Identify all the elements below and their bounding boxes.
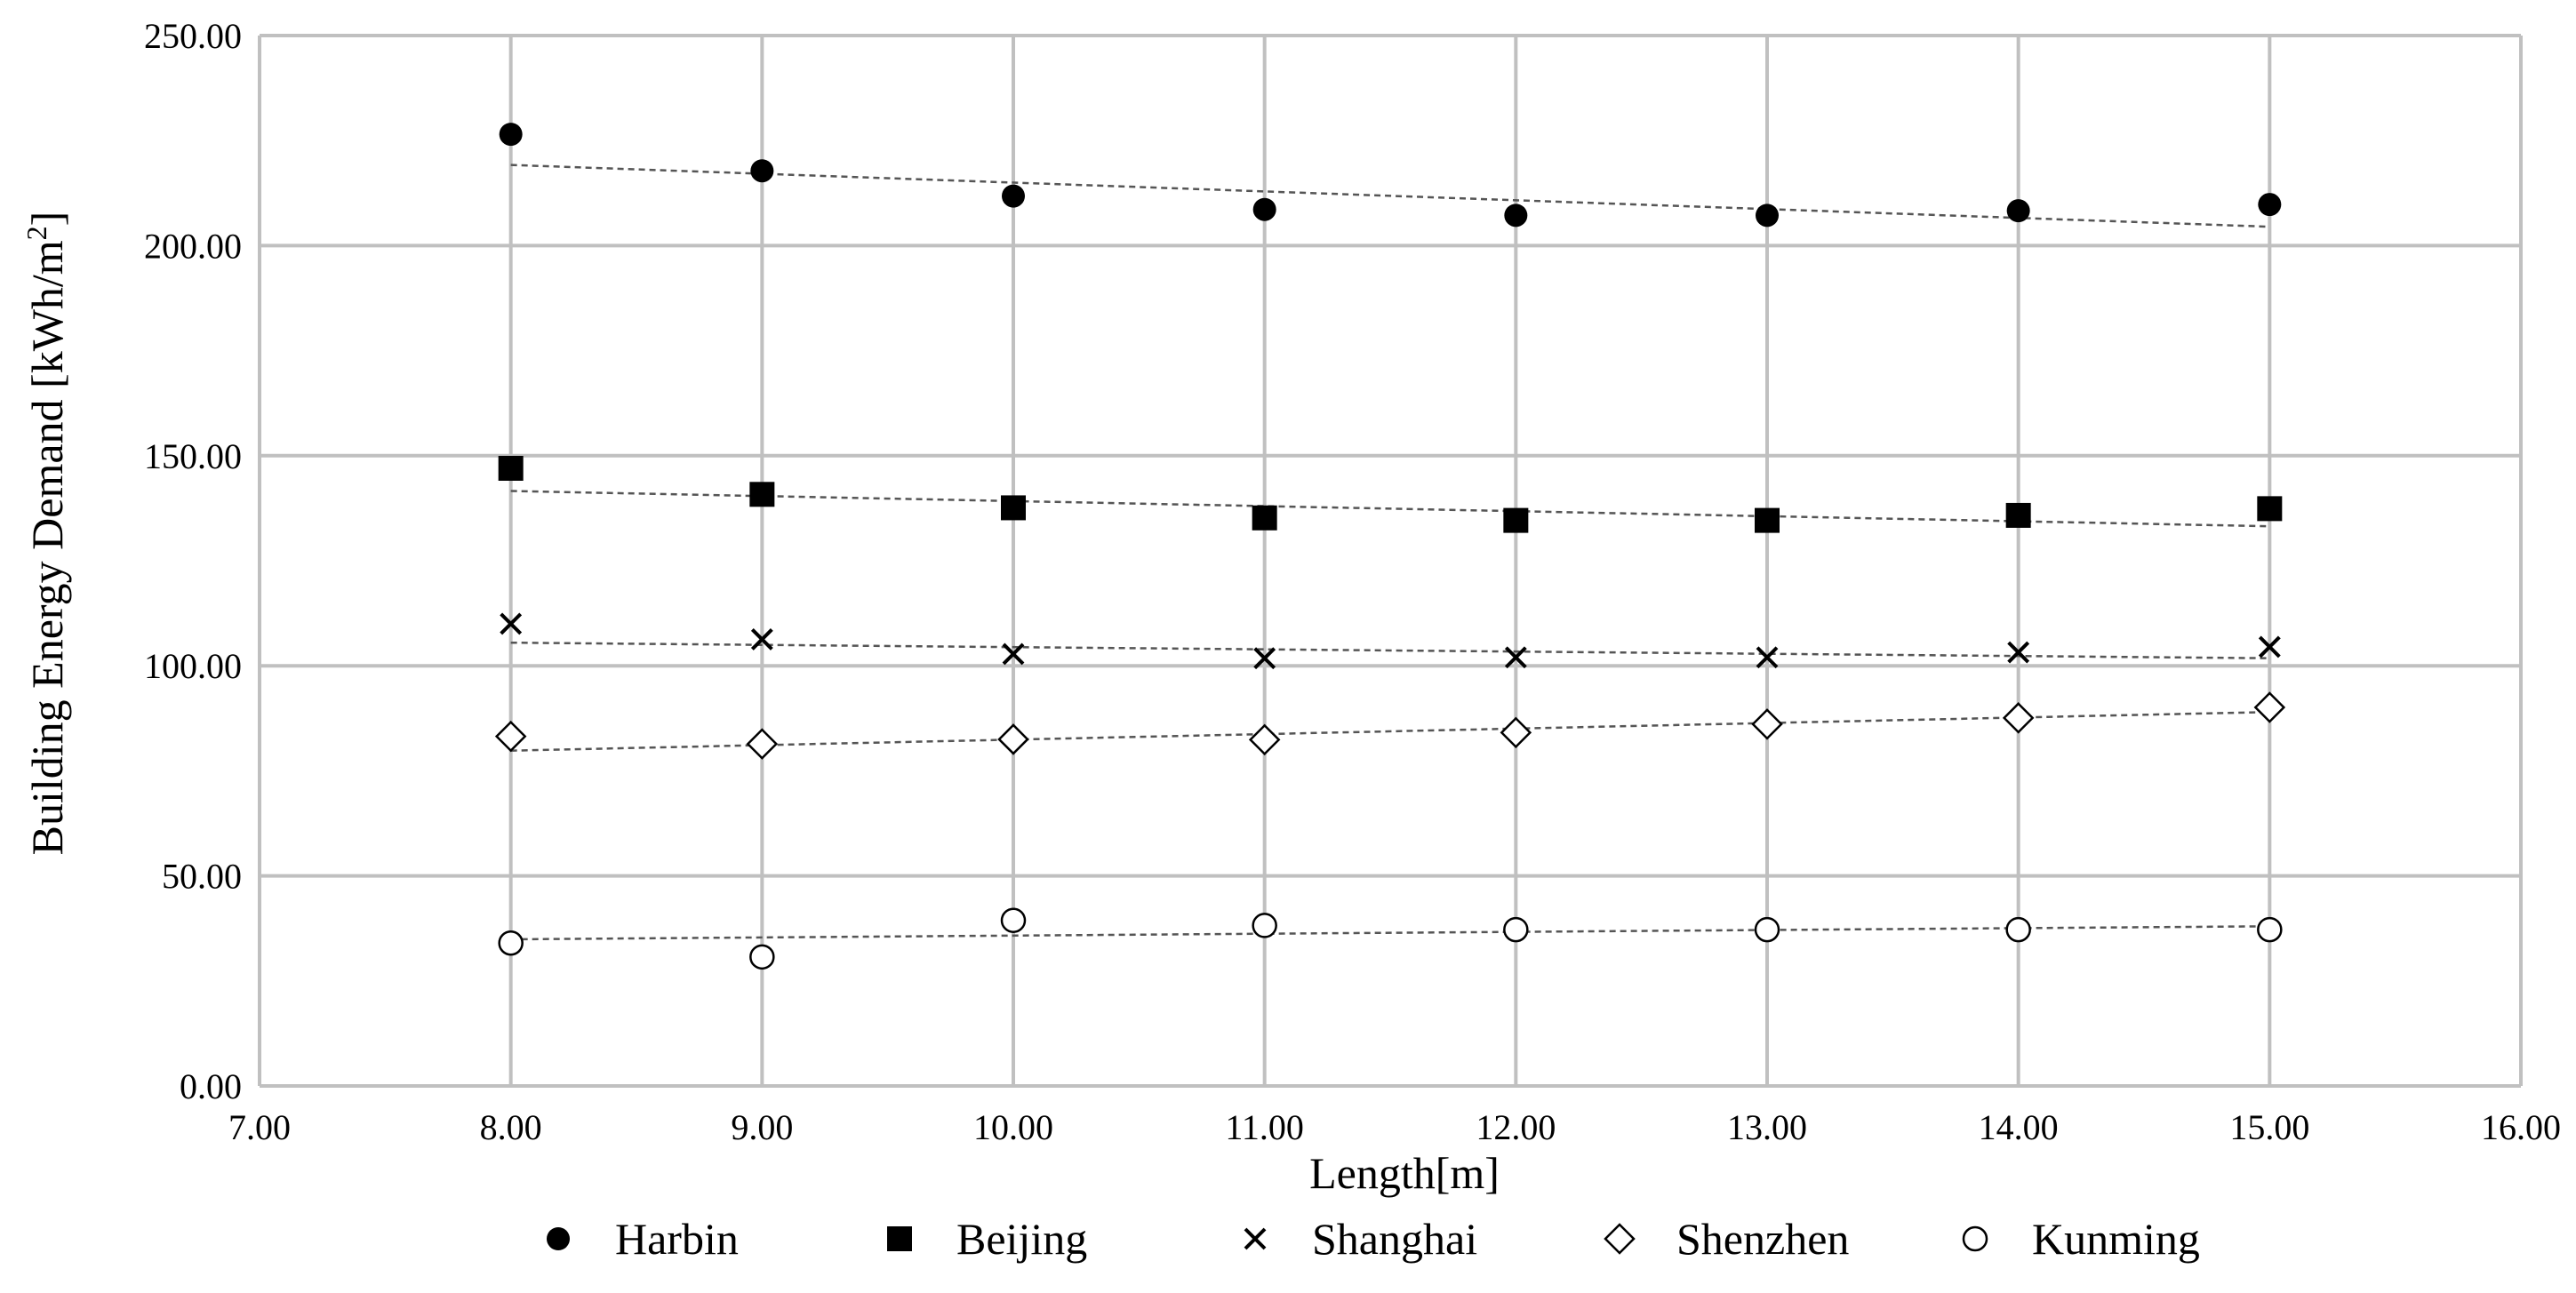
trend-line-beijing	[510, 490, 2270, 528]
x-tick-label: 8.00	[480, 1107, 542, 1147]
y-axis-title: Building Energy Demand [kWh/m2]	[20, 212, 72, 856]
point-shanghai	[2258, 635, 2281, 658]
legend: Harbin Beijing Shanghai Shenzhen Kunming	[547, 1214, 2200, 1264]
point-harbin	[1756, 204, 1779, 227]
x-tick-label: 16.00	[2481, 1107, 2561, 1147]
legend-label-kunming: Kunming	[2032, 1214, 2200, 1264]
point-shanghai	[1253, 647, 1276, 670]
legend-item-beijing: Beijing	[887, 1214, 1087, 1264]
point-harbin	[1504, 204, 1528, 227]
y-axis-title-end: ]	[22, 212, 72, 227]
point-kunming	[2005, 916, 2031, 943]
legend-item-shenzhen: Shenzhen	[1604, 1214, 1849, 1264]
point-shanghai	[1002, 643, 1025, 666]
legend-marker-harbin	[547, 1227, 570, 1250]
point-harbin	[1002, 184, 1025, 208]
point-shenzhen	[1751, 708, 1783, 740]
point-beijing	[2005, 502, 2031, 528]
y-tick-labels: 0.00 50.00 100.00 150.00 200.00 250.00	[144, 16, 242, 1106]
legend-label-shenzhen: Shenzhen	[1676, 1214, 1849, 1264]
x-tick-label: 12.00	[1476, 1107, 1556, 1147]
point-shenzhen	[997, 723, 1029, 755]
legend-item-shanghai: Shanghai	[1244, 1214, 1477, 1264]
point-shenzhen	[1248, 723, 1281, 756]
legend-marker-beijing	[887, 1226, 912, 1251]
point-shenzhen	[494, 720, 527, 753]
point-harbin	[499, 123, 523, 147]
legend-label-beijing: Beijing	[956, 1214, 1087, 1264]
y-axis-title-superscript: 2	[20, 226, 52, 240]
point-shanghai	[500, 612, 523, 635]
point-shanghai	[2007, 641, 2030, 664]
point-kunming	[1252, 913, 1277, 938]
point-kunming	[749, 944, 775, 970]
x-tick-label: 14.00	[1979, 1107, 2059, 1147]
point-kunming	[498, 930, 524, 956]
y-tick-label: 150.00	[144, 436, 242, 476]
point-shenzhen	[1500, 716, 1532, 749]
legend-marker-shanghai	[1244, 1227, 1267, 1250]
legend-marker-kunming	[1962, 1225, 1988, 1252]
point-beijing	[2257, 496, 2283, 522]
point-kunming	[1503, 916, 1529, 943]
y-tick-label: 200.00	[144, 226, 242, 266]
y-axis-title-main: Building Energy Demand [kWh/m	[22, 240, 72, 855]
point-shenzhen	[2002, 702, 2035, 734]
point-shenzhen	[2253, 691, 2286, 723]
grid	[258, 34, 2523, 1088]
point-beijing	[1503, 507, 1529, 533]
y-tick-label: 250.00	[144, 16, 242, 56]
trend-line-shenzhen	[510, 710, 2270, 752]
legend-label-shanghai: Shanghai	[1312, 1214, 1477, 1264]
x-tick-label: 9.00	[731, 1107, 793, 1147]
y-tick-label: 50.00	[162, 857, 242, 897]
y-tick-label: 0.00	[180, 1066, 242, 1106]
x-tick-label: 15.00	[2229, 1107, 2309, 1147]
point-shanghai	[1756, 646, 1779, 669]
x-tick-label: 7.00	[228, 1107, 291, 1147]
legend-item-kunming: Kunming	[1962, 1214, 2200, 1264]
point-kunming	[1000, 907, 1027, 933]
point-kunming	[1754, 916, 1780, 943]
trend-line-shanghai	[510, 641, 2270, 659]
point-beijing	[749, 482, 775, 507]
point-harbin	[2006, 199, 2030, 223]
trend-lines	[510, 164, 2270, 941]
point-beijing	[1001, 495, 1026, 521]
legend-label-harbin: Harbin	[615, 1214, 739, 1264]
point-shenzhen	[746, 728, 779, 760]
point-harbin	[2258, 193, 2282, 217]
point-harbin	[750, 159, 774, 183]
x-axis-title: Length[m]	[1309, 1148, 1500, 1198]
legend-item-harbin: Harbin	[547, 1214, 739, 1264]
x-tick-labels: 7.00 8.00 9.00 10.00 11.00 12.00 13.00 14.00 15.…	[228, 1107, 2561, 1147]
trend-line-kunming	[510, 925, 2270, 941]
point-beijing	[1755, 507, 1780, 533]
point-kunming	[2257, 916, 2283, 943]
point-harbin	[1252, 197, 1276, 221]
x-tick-label: 10.00	[973, 1107, 1053, 1147]
point-shanghai	[1504, 646, 1527, 669]
point-shanghai	[750, 627, 773, 650]
data-points	[494, 123, 2286, 970]
point-beijing	[1252, 505, 1277, 531]
point-beijing	[498, 455, 524, 481]
y-tick-label: 100.00	[144, 646, 242, 686]
legend-marker-shenzhen	[1604, 1223, 1636, 1255]
x-tick-label: 13.00	[1727, 1107, 1807, 1147]
trend-line-harbin	[510, 164, 2270, 228]
x-tick-label: 11.00	[1225, 1107, 1304, 1147]
